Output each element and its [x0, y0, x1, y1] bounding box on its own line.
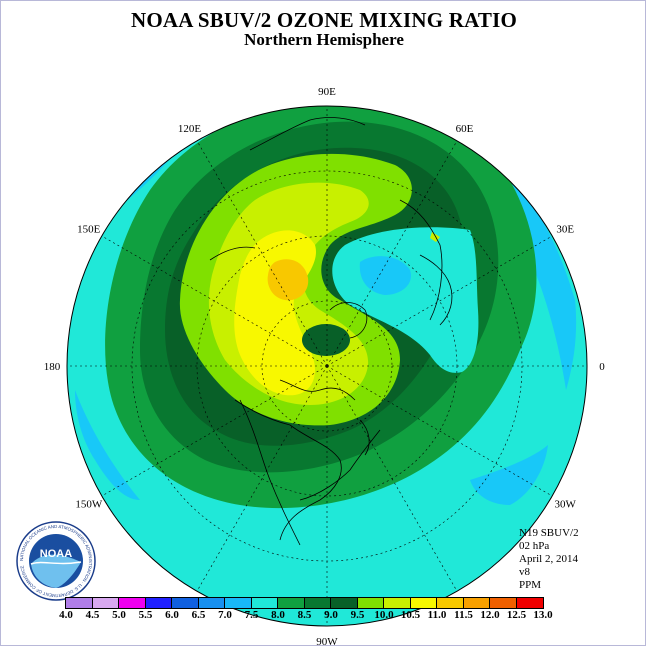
colorbar-tick-label: 12.0 — [480, 609, 500, 621]
meridian-line — [101, 235, 328, 367]
colorbar-swatch — [251, 598, 278, 608]
contour-7-0-intrusion — [359, 256, 411, 295]
chart-title: NOAA SBUV/2 OZONE MIXING RATIO — [131, 8, 517, 32]
longitude-label: 90W — [316, 636, 338, 648]
longitude-label: 30E — [556, 224, 574, 236]
colorbar-tick-label: 10.5 — [400, 609, 421, 621]
info-date: April 2, 2014 — [519, 553, 578, 565]
colorbar-swatch — [357, 598, 384, 608]
colorbar-tick-label: 4.5 — [85, 609, 100, 621]
colorbar-swatch — [92, 598, 119, 608]
meridian-line — [326, 235, 553, 367]
coastlines — [209, 117, 453, 546]
longitude-label: 120E — [178, 123, 202, 135]
colorbar-swatch — [198, 598, 225, 608]
longitude-label: 150E — [77, 224, 101, 236]
colorbar-tick-label: 7.0 — [218, 609, 232, 621]
map-boundary — [66, 105, 588, 627]
meridian-line — [101, 365, 328, 497]
longitude-label: 180 — [44, 361, 61, 373]
contour-11-0 — [267, 259, 309, 301]
noaa-logo: NOAA NATIONAL OCEANIC AND ATMOSPHERIC AD… — [16, 521, 96, 601]
colorbar-tick-label: 8.0 — [271, 609, 285, 621]
colorbar-swatch — [225, 598, 252, 608]
colorbar-tick-label: 4.0 — [59, 609, 73, 621]
longitude-label: 150W — [75, 499, 103, 511]
logo-text: NOAA — [40, 548, 72, 560]
longitude-label: 30W — [555, 499, 577, 511]
colorbar-labels: 4.0 4.5 5.0 5.5 6.0 6.5 7.0 7.5 8.0 8.5 9.0 9.5 10.0… — [0, 609, 648, 625]
colorbar-swatch — [278, 598, 305, 608]
longitude-label: 0 — [599, 361, 605, 373]
colorbar-swatch — [304, 598, 331, 608]
meridian-line — [196, 140, 328, 367]
colorbar-tick-label: 6.0 — [165, 609, 179, 621]
colorbar-swatch — [490, 598, 517, 608]
contour-7-0-sw — [75, 390, 140, 500]
colorbar-swatch — [437, 598, 464, 608]
colorbar-tick-label: 8.5 — [297, 609, 312, 621]
meridian-line — [326, 365, 553, 497]
colorbar-swatch — [331, 598, 358, 608]
colorbar-swatch — [145, 598, 172, 608]
colorbar-tick-label: 9.0 — [324, 609, 338, 621]
info-pressure: 02 hPa — [519, 540, 550, 552]
info-version: v8 — [519, 566, 530, 578]
colorbar-tick-label: 12.5 — [506, 609, 527, 621]
colorbar-tick-label: 11.0 — [427, 609, 447, 621]
meridian-line — [326, 365, 458, 592]
colorbar-tick-label: 10.0 — [374, 609, 394, 621]
info-instrument: N19 SBUV/2 — [519, 527, 579, 539]
colorbar-swatch — [66, 598, 93, 608]
colorbar-tick-label: 11.5 — [454, 609, 473, 621]
colorbar-swatch — [384, 598, 411, 608]
colorbar-swatch — [516, 598, 543, 608]
colorbar-tick-label: 5.0 — [112, 609, 126, 621]
info-block: N19 SBUV/2 02 hPa April 2, 2014 v8 PPM — [519, 527, 579, 592]
colorbar-tick-label: 5.5 — [138, 609, 153, 621]
colorbar-tick-label: 13.0 — [533, 609, 553, 621]
colorbar-swatch — [119, 598, 146, 608]
chart-subtitle: Northern Hemisphere — [244, 30, 404, 49]
contour-7-0-se — [470, 445, 548, 505]
longitude-label: 90E — [318, 86, 336, 98]
colorbar-tick-label: 7.5 — [244, 609, 259, 621]
colorbar — [65, 597, 544, 609]
meridian-line — [196, 365, 328, 592]
colorbar-swatch — [172, 598, 199, 608]
colorbar-swatch — [463, 598, 490, 608]
colorbar-tick-label: 9.5 — [350, 609, 365, 621]
info-units: PPM — [519, 579, 542, 591]
colorbar-swatch — [410, 598, 437, 608]
meridian-line — [326, 140, 458, 367]
colorbar-tick-label: 6.5 — [191, 609, 206, 621]
polar-minimum — [302, 324, 350, 356]
longitude-label: 60E — [456, 123, 474, 135]
graticule — [67, 106, 587, 626]
